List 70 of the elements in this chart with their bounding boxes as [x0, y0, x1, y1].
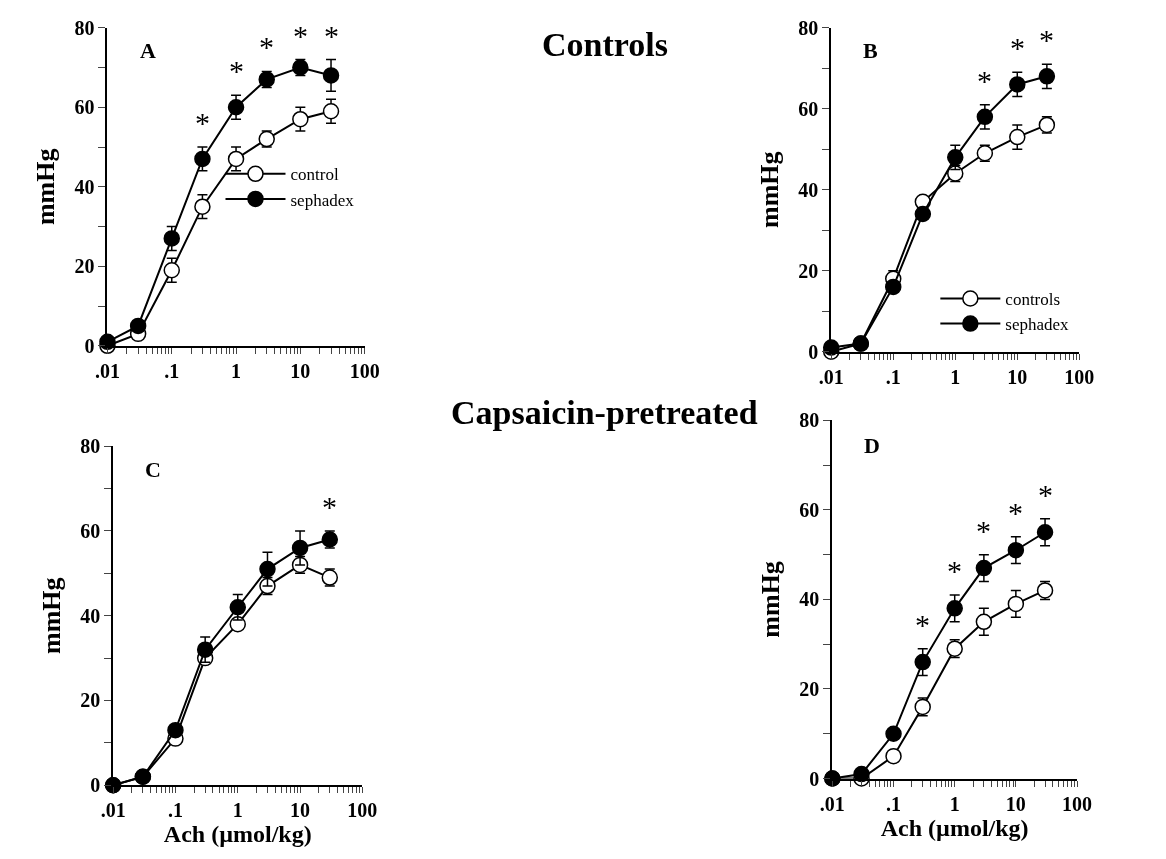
x-tick-label: .1 — [167, 799, 183, 822]
annotation: C — [145, 457, 161, 482]
annotation: B — [863, 38, 878, 63]
x-axis-title: Ach (µmol/kg) — [880, 814, 1029, 841]
annotation: * — [1039, 23, 1054, 56]
x-tick-label: .1 — [886, 792, 902, 815]
x-tick-label: .01 — [100, 799, 126, 822]
x-tick-label: .01 — [818, 365, 844, 388]
annotation: D — [864, 433, 880, 458]
y-tick-label: 60 — [80, 519, 101, 542]
x-tick-label: 100 — [1062, 792, 1093, 815]
x-tick-label: 1 — [949, 792, 960, 815]
text: Controls — [542, 26, 668, 63]
annotation: * — [977, 64, 992, 97]
x-tick-label: 10 — [1005, 792, 1026, 815]
y-tick-label: 40 — [74, 175, 95, 198]
x-tick-label: 1 — [232, 799, 243, 822]
annotation: * — [322, 490, 337, 523]
y-tick-label: 60 — [798, 97, 819, 120]
legend-label: sephadex — [1005, 315, 1070, 335]
x-tick-label: 1 — [231, 359, 242, 382]
y-tick-label: 0 — [90, 774, 101, 797]
x-tick-label: 10 — [1007, 365, 1028, 388]
annotation: * — [976, 514, 991, 547]
x-axis-title: Ach (µmol/kg) — [163, 821, 312, 848]
x-tick-label: .1 — [164, 359, 180, 382]
legend-label: sephadex — [290, 190, 355, 210]
x-tick-label: 100 — [1064, 365, 1095, 388]
y-tick-label: 80 — [799, 409, 820, 432]
y-axis-title: mmHg — [37, 577, 67, 655]
annotation: * — [293, 19, 308, 52]
legend-label: controls — [1005, 290, 1061, 310]
y-tick-label: 80 — [798, 16, 819, 39]
y-tick-label: 0 — [808, 340, 819, 363]
y-tick-label: 80 — [74, 16, 95, 39]
annotation: * — [1008, 496, 1023, 529]
y-tick-label: 20 — [798, 259, 819, 282]
y-tick-label: 40 — [798, 178, 819, 201]
y-tick-label: 20 — [74, 255, 95, 278]
y-tick-label: 60 — [74, 96, 95, 119]
annotation: * — [915, 608, 930, 641]
annotation: * — [229, 54, 244, 87]
y-tick-label: 20 — [80, 689, 101, 712]
x-tick-label: 10 — [290, 359, 311, 382]
legend-label: control — [290, 165, 339, 185]
y-tick-label: 60 — [799, 498, 820, 521]
x-tick-label: 100 — [349, 359, 380, 382]
annotation: * — [1010, 31, 1025, 64]
annotation: * — [1038, 478, 1053, 511]
y-axis-title: mmHg — [31, 148, 61, 226]
x-tick-label: .01 — [94, 359, 120, 382]
y-tick-label: 0 — [809, 767, 820, 790]
x-tick-label: .1 — [885, 365, 901, 388]
y-tick-label: 20 — [799, 677, 820, 700]
y-axis-title: mmHg — [756, 561, 786, 638]
annotation: A — [140, 38, 156, 63]
annotation: * — [324, 19, 339, 52]
y-tick-label: 40 — [80, 604, 101, 627]
x-tick-label: 1 — [950, 365, 961, 388]
text: Capsaicin-pretreated — [451, 394, 758, 431]
y-tick-label: 40 — [799, 588, 820, 611]
x-tick-label: 100 — [347, 799, 378, 822]
x-tick-label: .01 — [819, 792, 845, 815]
x-tick-label: 10 — [290, 799, 311, 822]
annotation: * — [259, 30, 274, 63]
annotation: * — [947, 554, 962, 587]
y-tick-label: 80 — [80, 435, 101, 458]
y-tick-label: 0 — [84, 334, 95, 357]
y-axis-title: mmHg — [755, 151, 785, 228]
annotation: * — [195, 106, 210, 139]
